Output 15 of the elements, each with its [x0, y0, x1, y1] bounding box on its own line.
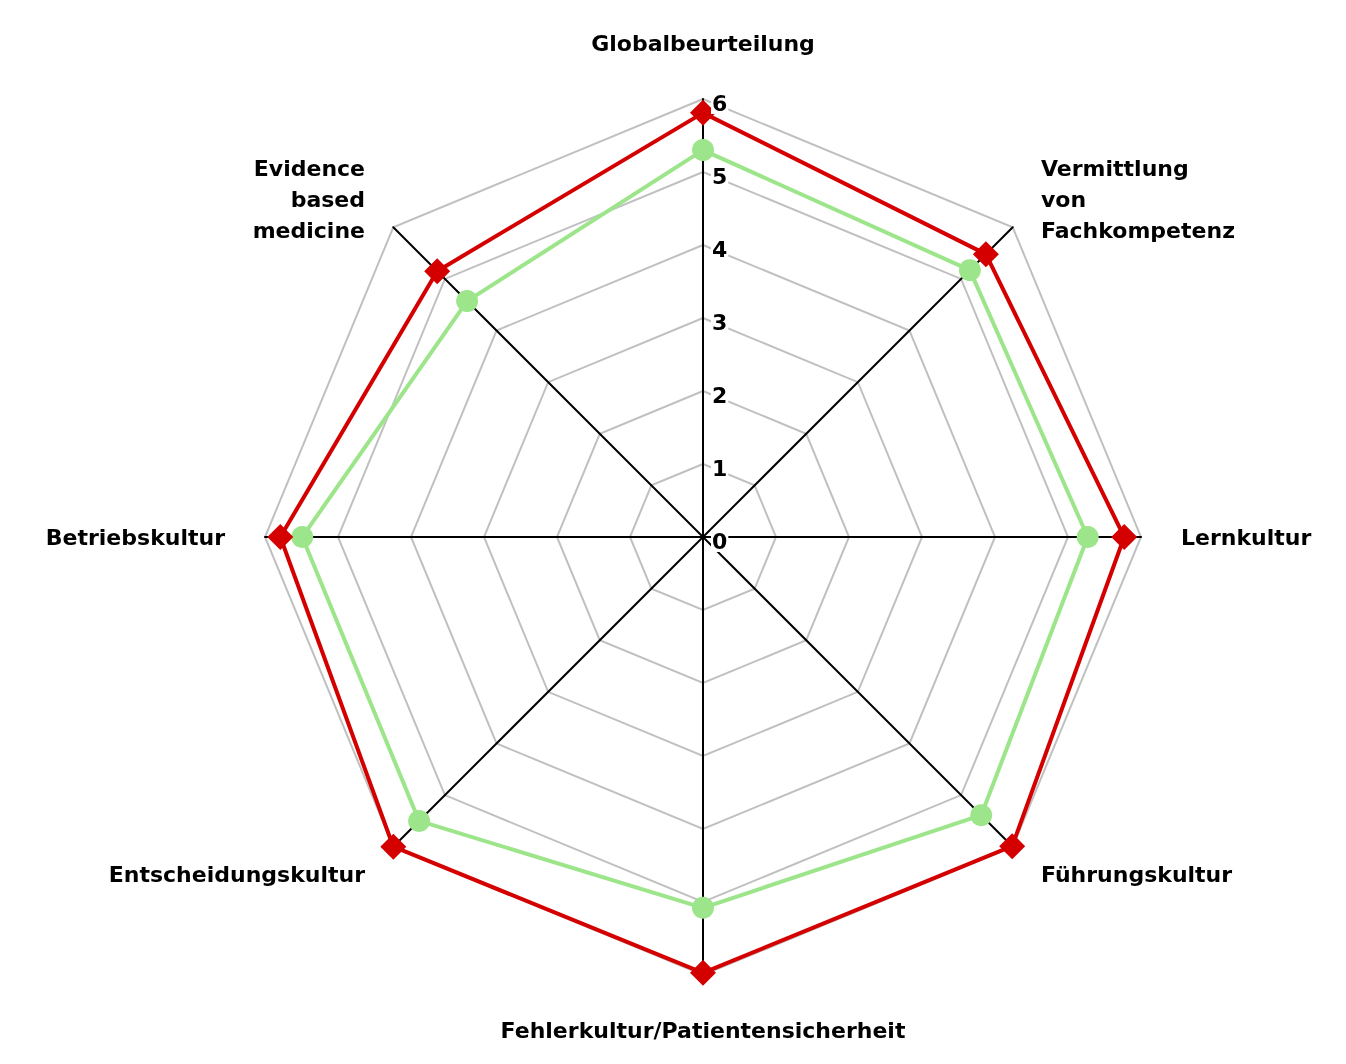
spoke-label: Globalbeurteilung [591, 31, 815, 56]
y-tick-label: 4 [712, 236, 728, 262]
y-tick-label: 1 [712, 455, 728, 481]
spoke-label: Betriebskultur [45, 524, 226, 550]
y-tick-label: 2 [712, 382, 728, 408]
spoke-label: Führungskultur [1041, 862, 1233, 888]
y-tick-label: 3 [712, 309, 728, 335]
y-tick-label: 5 [712, 163, 728, 189]
y-tick-label: 6 [712, 90, 728, 116]
spoke-label: Entscheidungskultur [108, 862, 366, 888]
spoke-label: Vermittlung von Fachkompetenz [1041, 155, 1235, 243]
spoke-label: Evidence based medicine [252, 155, 365, 243]
y-tick-label: 0 [712, 528, 728, 554]
spoke-label: Lernkultur [1181, 524, 1312, 550]
spoke-label: Fehlerkultur/Patientensicherheit [500, 1018, 906, 1043]
